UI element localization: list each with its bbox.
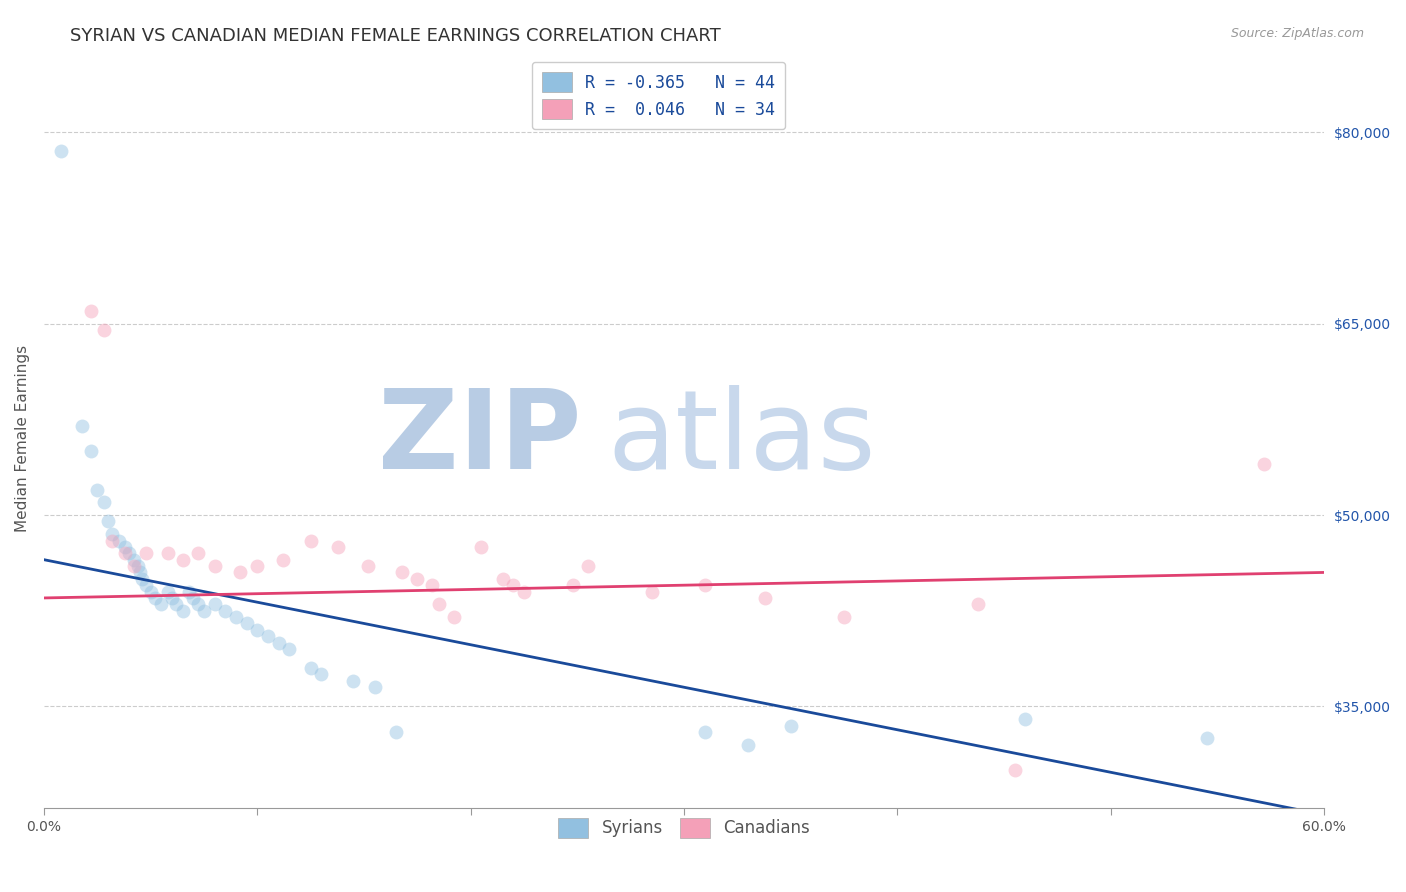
Point (311, 667, 333, 681)
Point (172, 552, 194, 566)
Text: Source: ZipAtlas.com: Source: ZipAtlas.com (1230, 27, 1364, 40)
Point (101, 527, 124, 541)
Point (737, 738, 759, 752)
Point (150, 597, 173, 611)
Point (257, 629, 280, 643)
Point (427, 597, 450, 611)
Point (186, 597, 208, 611)
Point (186, 546, 208, 560)
Point (299, 533, 322, 548)
Point (135, 546, 157, 560)
Point (225, 610, 247, 624)
Point (122, 559, 145, 574)
Point (49, 145, 72, 159)
Point (562, 578, 585, 592)
Point (204, 597, 226, 611)
Point (1253, 457, 1275, 471)
Point (129, 566, 152, 580)
Point (114, 540, 136, 554)
Point (641, 584, 664, 599)
Point (246, 623, 269, 637)
Point (754, 591, 776, 605)
Point (1195, 731, 1218, 746)
Point (101, 533, 124, 548)
Point (502, 578, 524, 592)
Point (114, 546, 136, 560)
Point (470, 540, 492, 554)
Point (177, 584, 200, 599)
Point (1004, 763, 1026, 777)
Point (271, 552, 294, 566)
Point (93, 495, 115, 509)
Point (299, 661, 322, 675)
Point (135, 578, 157, 592)
Point (93, 323, 115, 337)
Point (406, 572, 429, 586)
Point (1014, 712, 1036, 726)
Point (695, 578, 717, 592)
Point (229, 566, 252, 580)
Point (156, 546, 179, 560)
Point (513, 584, 536, 599)
Text: atlas: atlas (607, 385, 876, 492)
Point (420, 578, 443, 592)
Point (443, 610, 465, 624)
Point (131, 572, 153, 586)
Point (80, 304, 103, 318)
Point (342, 673, 364, 688)
Point (193, 604, 215, 618)
Point (165, 597, 187, 611)
Point (391, 566, 413, 580)
Point (779, 718, 801, 732)
Point (86, 483, 108, 497)
Point (118, 546, 141, 560)
Point (143, 591, 166, 605)
Legend: Syrians, Canadians: Syrians, Canadians (551, 811, 817, 845)
Point (107, 533, 129, 548)
Point (181, 591, 204, 605)
Point (97, 515, 120, 529)
Point (156, 584, 179, 599)
Point (832, 610, 855, 624)
Point (214, 604, 236, 618)
Point (172, 604, 194, 618)
Point (278, 642, 301, 657)
Point (357, 559, 380, 574)
Point (267, 635, 290, 649)
Point (204, 559, 226, 574)
Point (160, 591, 183, 605)
Point (385, 725, 408, 739)
Y-axis label: Median Female Earnings: Median Female Earnings (15, 345, 30, 532)
Point (246, 559, 269, 574)
Point (80, 444, 103, 458)
Text: ZIP: ZIP (378, 385, 582, 492)
Point (72, 418, 94, 433)
Point (235, 616, 257, 631)
Point (576, 559, 599, 574)
Text: SYRIAN VS CANADIAN MEDIAN FEMALE EARNINGS CORRELATION CHART: SYRIAN VS CANADIAN MEDIAN FEMALE EARNING… (70, 27, 721, 45)
Point (328, 540, 350, 554)
Point (363, 680, 385, 694)
Point (695, 725, 717, 739)
Point (492, 572, 515, 586)
Point (127, 559, 149, 574)
Point (139, 584, 162, 599)
Point (967, 597, 990, 611)
Point (122, 552, 145, 566)
